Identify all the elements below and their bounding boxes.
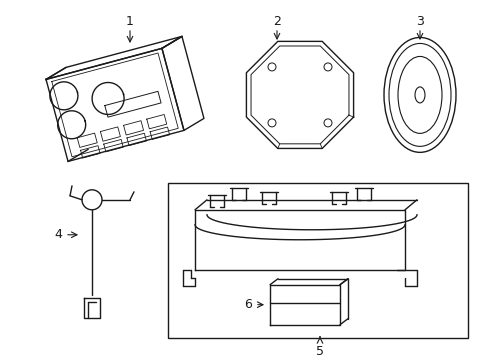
Text: 2: 2 (272, 15, 281, 28)
Bar (168, 183, 467, 338)
Text: 6: 6 (244, 298, 251, 311)
Text: 5: 5 (315, 345, 324, 358)
Text: 3: 3 (415, 15, 423, 28)
Text: 4: 4 (54, 228, 62, 241)
Text: 1: 1 (126, 15, 134, 28)
